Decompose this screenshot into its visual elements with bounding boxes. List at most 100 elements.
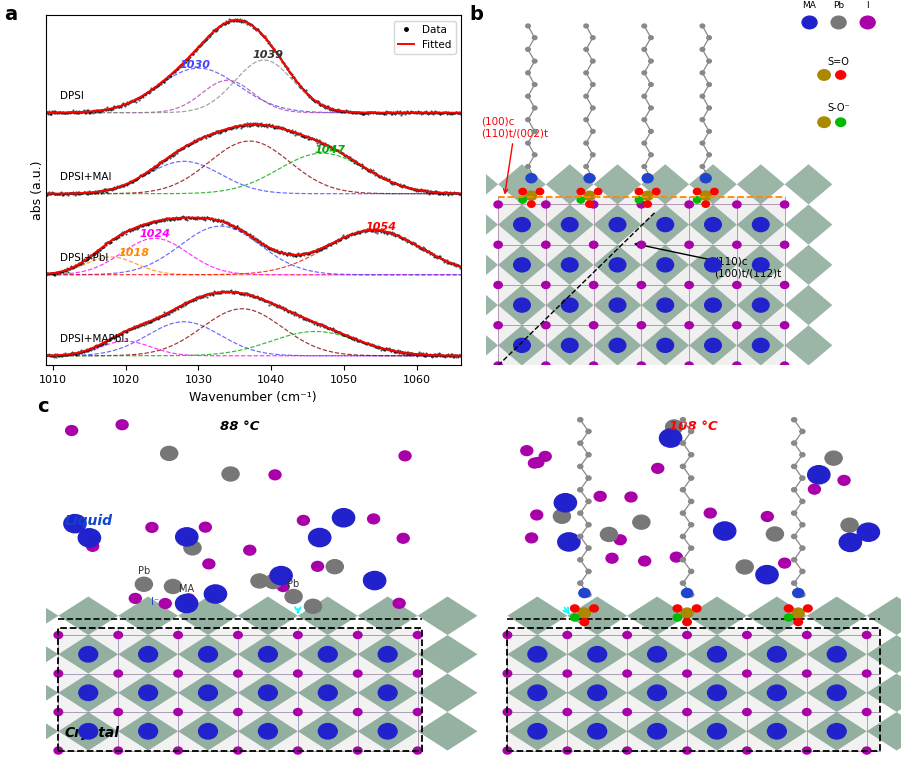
- Circle shape: [766, 527, 784, 541]
- Polygon shape: [450, 285, 498, 325]
- Circle shape: [649, 83, 653, 87]
- Circle shape: [393, 598, 405, 608]
- Circle shape: [494, 362, 502, 369]
- Circle shape: [827, 646, 846, 662]
- Circle shape: [681, 581, 685, 585]
- Legend: Data, Fitted: Data, Fitted: [394, 21, 456, 54]
- Polygon shape: [866, 597, 910, 635]
- Circle shape: [756, 566, 778, 584]
- Circle shape: [767, 724, 786, 739]
- Polygon shape: [687, 712, 747, 751]
- Circle shape: [138, 646, 157, 662]
- Circle shape: [637, 362, 645, 369]
- Circle shape: [609, 298, 626, 312]
- Bar: [58, 628, 422, 751]
- Circle shape: [657, 218, 673, 232]
- Circle shape: [581, 618, 589, 625]
- Polygon shape: [0, 673, 58, 712]
- Circle shape: [590, 322, 598, 329]
- Polygon shape: [298, 597, 358, 635]
- Polygon shape: [238, 597, 298, 635]
- Circle shape: [841, 518, 858, 532]
- Text: MA: MA: [179, 584, 194, 594]
- Text: (100)c
(110)t/(002)t: (100)c (110)t/(002)t: [481, 117, 549, 193]
- Polygon shape: [642, 285, 689, 325]
- Circle shape: [532, 106, 537, 110]
- Circle shape: [657, 258, 673, 272]
- Polygon shape: [642, 245, 689, 285]
- Circle shape: [265, 574, 282, 588]
- Text: MA: MA: [803, 2, 816, 10]
- Circle shape: [364, 574, 376, 584]
- Circle shape: [609, 339, 626, 352]
- Polygon shape: [737, 325, 784, 366]
- Circle shape: [78, 529, 100, 547]
- Circle shape: [838, 475, 850, 485]
- Circle shape: [781, 241, 789, 248]
- Circle shape: [609, 258, 626, 272]
- Polygon shape: [358, 597, 418, 635]
- Text: 108 °C: 108 °C: [669, 420, 718, 433]
- Circle shape: [818, 117, 830, 128]
- Circle shape: [176, 594, 197, 613]
- Circle shape: [808, 485, 821, 494]
- Circle shape: [713, 522, 736, 540]
- Polygon shape: [118, 635, 178, 673]
- Polygon shape: [747, 673, 807, 712]
- Circle shape: [642, 117, 647, 121]
- Polygon shape: [118, 673, 178, 712]
- Polygon shape: [807, 597, 866, 635]
- Circle shape: [584, 165, 589, 169]
- Circle shape: [689, 570, 693, 574]
- Text: DPSI+MAI: DPSI+MAI: [60, 172, 112, 182]
- Circle shape: [379, 646, 397, 662]
- Polygon shape: [0, 597, 58, 635]
- Polygon shape: [508, 673, 567, 712]
- Circle shape: [563, 747, 571, 754]
- Polygon shape: [687, 597, 747, 635]
- Polygon shape: [784, 164, 833, 205]
- Polygon shape: [642, 325, 689, 366]
- Circle shape: [781, 322, 789, 329]
- Circle shape: [513, 298, 531, 312]
- Circle shape: [584, 141, 589, 145]
- Circle shape: [681, 511, 685, 515]
- Circle shape: [64, 515, 86, 533]
- Circle shape: [649, 36, 653, 39]
- Circle shape: [693, 605, 701, 612]
- Circle shape: [590, 362, 598, 369]
- Circle shape: [800, 570, 805, 574]
- Circle shape: [116, 420, 128, 430]
- Circle shape: [86, 541, 98, 551]
- Polygon shape: [747, 597, 807, 635]
- Circle shape: [693, 189, 701, 195]
- Circle shape: [159, 598, 171, 608]
- Circle shape: [318, 685, 338, 700]
- Circle shape: [590, 605, 598, 612]
- Circle shape: [79, 685, 97, 700]
- Text: DPSI+PbI: DPSI+PbI: [60, 253, 108, 263]
- Circle shape: [689, 593, 693, 597]
- Polygon shape: [784, 285, 833, 325]
- Polygon shape: [418, 712, 478, 751]
- Circle shape: [234, 670, 242, 677]
- Circle shape: [251, 574, 268, 588]
- Bar: [58, 628, 422, 751]
- Text: S-O⁻: S-O⁻: [827, 103, 850, 113]
- Circle shape: [578, 581, 583, 585]
- Circle shape: [642, 24, 647, 28]
- Circle shape: [682, 618, 692, 625]
- Circle shape: [625, 492, 637, 502]
- Circle shape: [353, 670, 362, 677]
- Polygon shape: [58, 635, 118, 673]
- Circle shape: [531, 510, 542, 520]
- Circle shape: [561, 298, 578, 312]
- Circle shape: [503, 670, 511, 677]
- Circle shape: [700, 165, 704, 169]
- Circle shape: [860, 16, 875, 29]
- Circle shape: [642, 71, 647, 75]
- Circle shape: [682, 670, 692, 677]
- X-axis label: Wavenumber (cm⁻¹): Wavenumber (cm⁻¹): [189, 391, 317, 404]
- Circle shape: [648, 724, 666, 739]
- Circle shape: [532, 36, 537, 39]
